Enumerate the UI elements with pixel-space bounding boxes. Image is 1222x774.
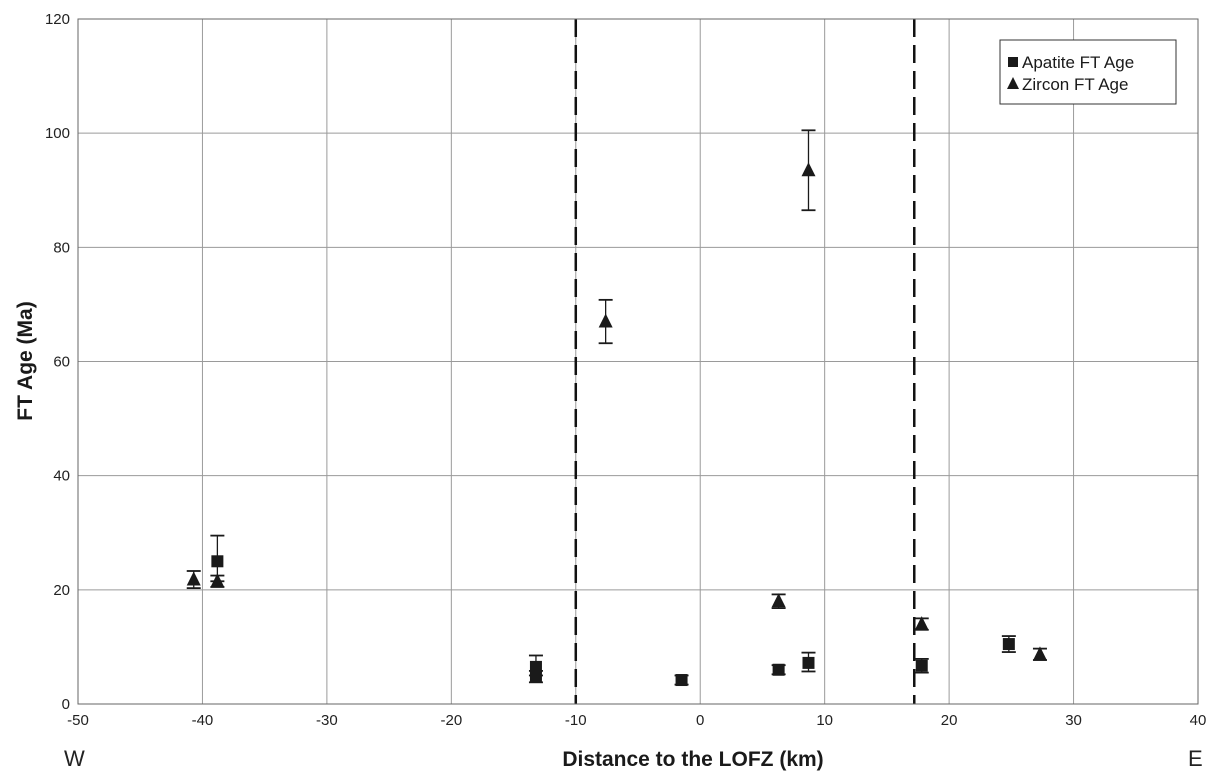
apatite-data-point: [914, 658, 929, 674]
x-tick-label: 30: [1065, 712, 1082, 729]
y-tick-label: 40: [53, 468, 70, 485]
reference-lines: [574, 19, 916, 704]
apatite-square-marker: [675, 674, 688, 687]
x-tick-label: 20: [941, 712, 958, 729]
legend-square-marker: [1008, 57, 1018, 67]
apatite-data-point: [1001, 635, 1016, 653]
apatite-square-marker: [772, 663, 785, 676]
x-tick-label: -20: [440, 712, 462, 729]
plot-border: [77, 18, 1199, 705]
x-tick-label: -10: [565, 712, 587, 729]
zircon-triangle-marker: [1032, 646, 1047, 661]
y-tick-label: 120: [45, 11, 70, 28]
apatite-data-point: [674, 674, 689, 687]
zircon-data-point: [771, 593, 786, 609]
zircon-triangle-marker: [801, 162, 816, 177]
legend-apatite-label: Apatite FT Age: [1022, 53, 1134, 72]
zircon-data-point: [210, 573, 225, 588]
apatite-data-point: [801, 651, 816, 673]
apatite-square-marker: [915, 659, 928, 672]
apatite-square-marker: [802, 656, 815, 669]
y-axis-title: FT Age (Ma): [14, 301, 37, 420]
apatite-square-marker: [529, 660, 542, 673]
y-tick-label: 60: [53, 354, 70, 371]
apatite-data-point: [528, 669, 543, 684]
zircon-triangle-marker: [210, 573, 225, 588]
zircon-data-point: [914, 616, 929, 631]
legend-box: [999, 39, 1177, 105]
x-tick-label: 40: [1190, 712, 1207, 729]
zircon-triangle-marker: [771, 593, 786, 608]
x-axis-title: Distance to the LOFZ (km): [562, 748, 823, 771]
x-tick-label: -50: [67, 712, 89, 729]
zircon-data-point: [598, 298, 613, 345]
y-tick-label: 20: [53, 582, 70, 599]
x-tick-label: -30: [316, 712, 338, 729]
apatite-square-marker: [1002, 638, 1015, 651]
x-tick-labels: -50 -40 -30 -20 -10 0 10 20 30 40: [67, 712, 1206, 729]
apatite-square-marker: [529, 670, 542, 683]
legend-zircon-label: Zircon FT Age: [1022, 75, 1128, 94]
y-tick-label: 0: [62, 696, 70, 713]
legend-triangle-marker: [1007, 77, 1019, 89]
apatite-data-point: [771, 663, 786, 676]
y-tick-label: 80: [53, 239, 70, 256]
east-label: E: [1188, 746, 1203, 771]
y-tick-label: 100: [45, 125, 70, 142]
x-tick-label: 10: [816, 712, 833, 729]
data-marks: [186, 129, 1047, 687]
apatite-square-marker: [211, 555, 224, 568]
west-label: W: [64, 746, 85, 771]
x-tick-label: -40: [192, 712, 214, 729]
zircon-triangle-marker: [914, 616, 929, 631]
zircon-data-point: [186, 570, 201, 590]
zircon-data-point: [801, 129, 816, 212]
legend: Apatite FT Age Zircon FT Age: [999, 39, 1177, 105]
zircon-data-point: [1032, 646, 1047, 661]
zircon-triangle-marker: [598, 313, 613, 328]
zircon-triangle-marker: [186, 571, 201, 586]
y-tick-labels: 0 20 40 60 80 100 120: [45, 11, 70, 713]
x-tick-label: 0: [696, 712, 704, 729]
